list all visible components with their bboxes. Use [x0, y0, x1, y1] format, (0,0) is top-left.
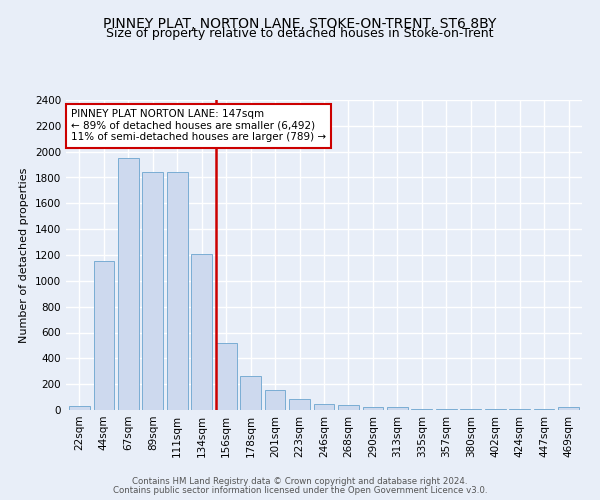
Bar — [558, 408, 579, 410]
Bar — [412, 408, 432, 410]
Text: PINNEY PLAT NORTON LANE: 147sqm
← 89% of detached houses are smaller (6,492)
11%: PINNEY PLAT NORTON LANE: 147sqm ← 89% of… — [71, 110, 326, 142]
Bar — [338, 405, 359, 410]
Bar — [240, 376, 261, 410]
Bar — [118, 158, 139, 410]
Text: Contains HM Land Registry data © Crown copyright and database right 2024.: Contains HM Land Registry data © Crown c… — [132, 477, 468, 486]
Text: Size of property relative to detached houses in Stoke-on-Trent: Size of property relative to detached ho… — [106, 28, 494, 40]
Bar — [314, 404, 334, 410]
Bar — [216, 343, 236, 410]
Bar — [167, 172, 188, 410]
Bar — [142, 172, 163, 410]
Y-axis label: Number of detached properties: Number of detached properties — [19, 168, 29, 342]
Bar — [94, 262, 114, 410]
Bar — [387, 408, 408, 410]
Bar — [362, 408, 383, 410]
Text: Contains public sector information licensed under the Open Government Licence v3: Contains public sector information licen… — [113, 486, 487, 495]
Bar — [191, 254, 212, 410]
Bar — [69, 406, 90, 410]
Bar — [289, 399, 310, 410]
Bar — [265, 390, 286, 410]
Bar — [436, 408, 457, 410]
Text: PINNEY PLAT, NORTON LANE, STOKE-ON-TRENT, ST6 8BY: PINNEY PLAT, NORTON LANE, STOKE-ON-TRENT… — [103, 18, 497, 32]
